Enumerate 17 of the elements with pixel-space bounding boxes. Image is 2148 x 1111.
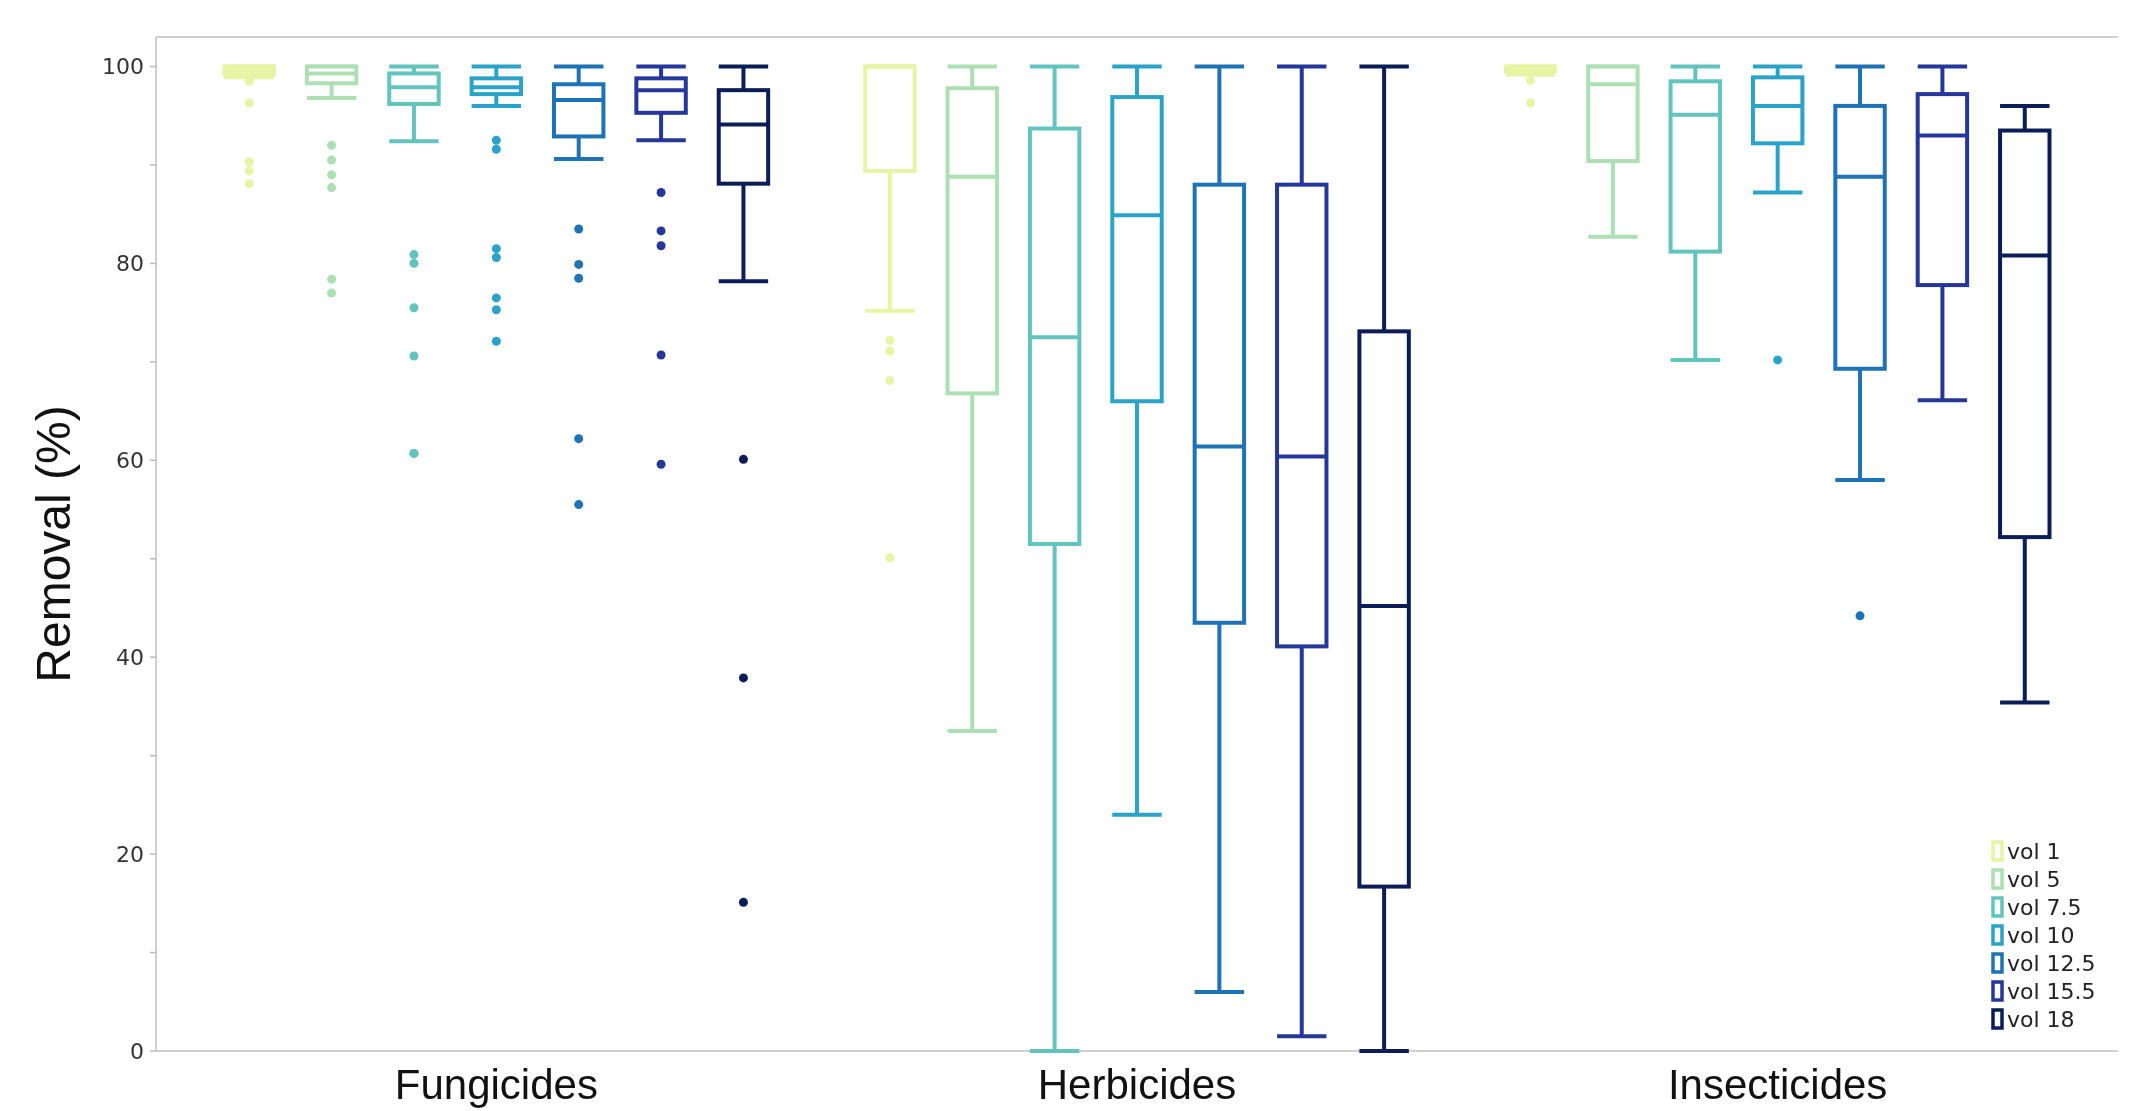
y-tick-label: 60 [116, 448, 144, 474]
x-tick-label: Insecticides [1667, 1061, 1888, 1108]
x-tick-label: Fungicides [394, 1061, 598, 1108]
y-tick-label: 40 [116, 644, 144, 670]
legend-label: vol 15.5 [2007, 978, 2096, 1004]
y-tick-label: 100 [102, 54, 144, 80]
y-tick-label: 0 [130, 1038, 144, 1064]
y-tick-label: 80 [116, 251, 144, 277]
y-tick-label: 20 [116, 841, 144, 867]
legend-label: vol 18 [2007, 1006, 2075, 1032]
legend-label: vol 7.5 [2007, 894, 2082, 920]
legend-label: vol 10 [2007, 922, 2075, 948]
y-axis-title: Removal (%) [27, 405, 80, 683]
legend-label: vol 1 [2007, 838, 2061, 864]
legend-label: vol 12.5 [2007, 950, 2096, 976]
x-tick-label: Herbicides [1037, 1061, 1237, 1108]
legend-label: vol 5 [2007, 866, 2061, 892]
